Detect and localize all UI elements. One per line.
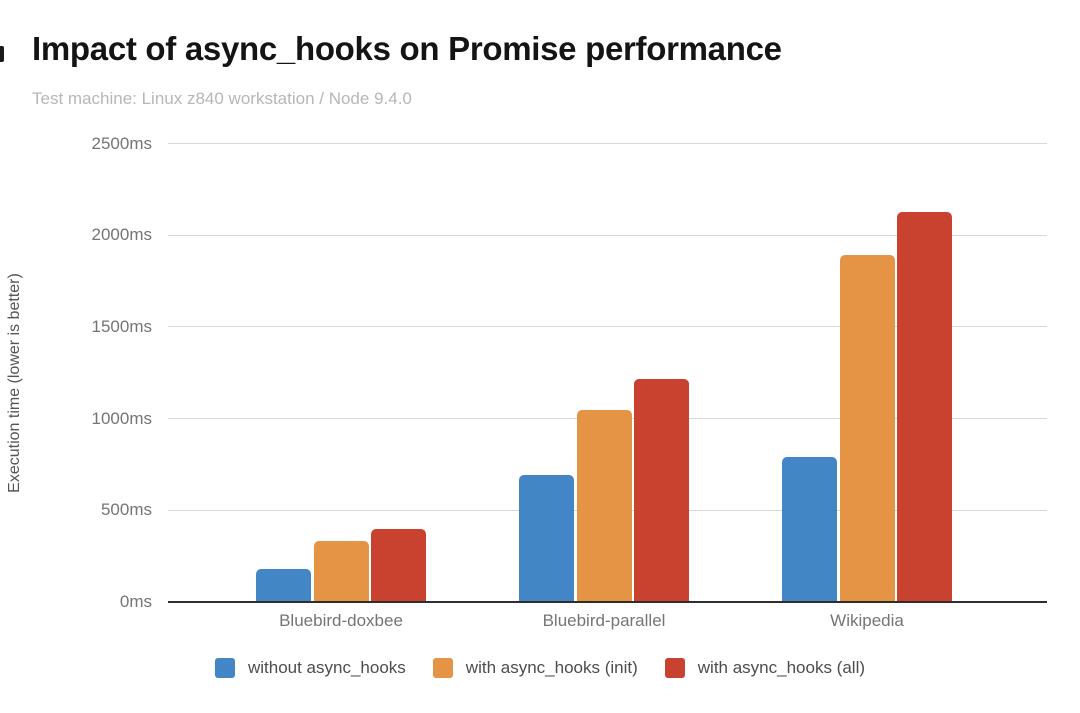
y-axis-title: Execution time (lower is better) — [6, 273, 23, 493]
bar — [576, 410, 632, 602]
bar — [782, 457, 837, 602]
bar — [839, 255, 895, 602]
y-axis-tick-label: 2500ms — [91, 133, 152, 153]
bar — [634, 379, 689, 602]
edge-artifact — [0, 46, 4, 62]
chart-title: Impact of async_hooks on Promise perform… — [32, 30, 782, 67]
legend-item: with async_hooks (init) — [432, 658, 638, 678]
legend-label: with async_hooks (all) — [697, 658, 866, 677]
legend-swatch — [214, 658, 235, 678]
gridline — [168, 143, 1047, 144]
y-axis-tick-label: 0ms — [119, 592, 152, 611]
bar — [256, 568, 311, 602]
gridline — [168, 234, 1047, 236]
y-axis-tick-label: 2000ms — [91, 225, 152, 245]
legend-swatch — [432, 658, 453, 678]
gridline — [168, 326, 1047, 328]
legend-swatch — [664, 658, 685, 678]
y-axis-tick-label: 1000ms — [91, 408, 152, 428]
bar — [313, 541, 369, 602]
bar — [371, 528, 426, 602]
y-axis-tick-label: 1500ms — [91, 316, 152, 336]
chart-subtitle: Test machine: Linux z840 workstation / N… — [32, 89, 412, 108]
y-axis-tick-label: 500ms — [100, 500, 152, 520]
legend-label: without async_hooks — [247, 658, 406, 677]
chart-legend: without async_hooks with async_hooks (ini… — [0, 655, 1080, 681]
x-axis-category-label: Bluebird-doxbee — [279, 611, 403, 630]
x-axis-baseline — [168, 601, 1047, 603]
bar — [519, 475, 574, 602]
x-axis-category-label: Bluebird-parallel — [542, 611, 666, 630]
legend-label: with async_hooks (init) — [465, 658, 638, 677]
bar — [897, 212, 952, 602]
legend-item: without async_hooks — [214, 658, 406, 678]
x-axis-category-label: Wikipedia — [830, 611, 904, 630]
legend-item: with async_hooks (all) — [664, 658, 866, 678]
